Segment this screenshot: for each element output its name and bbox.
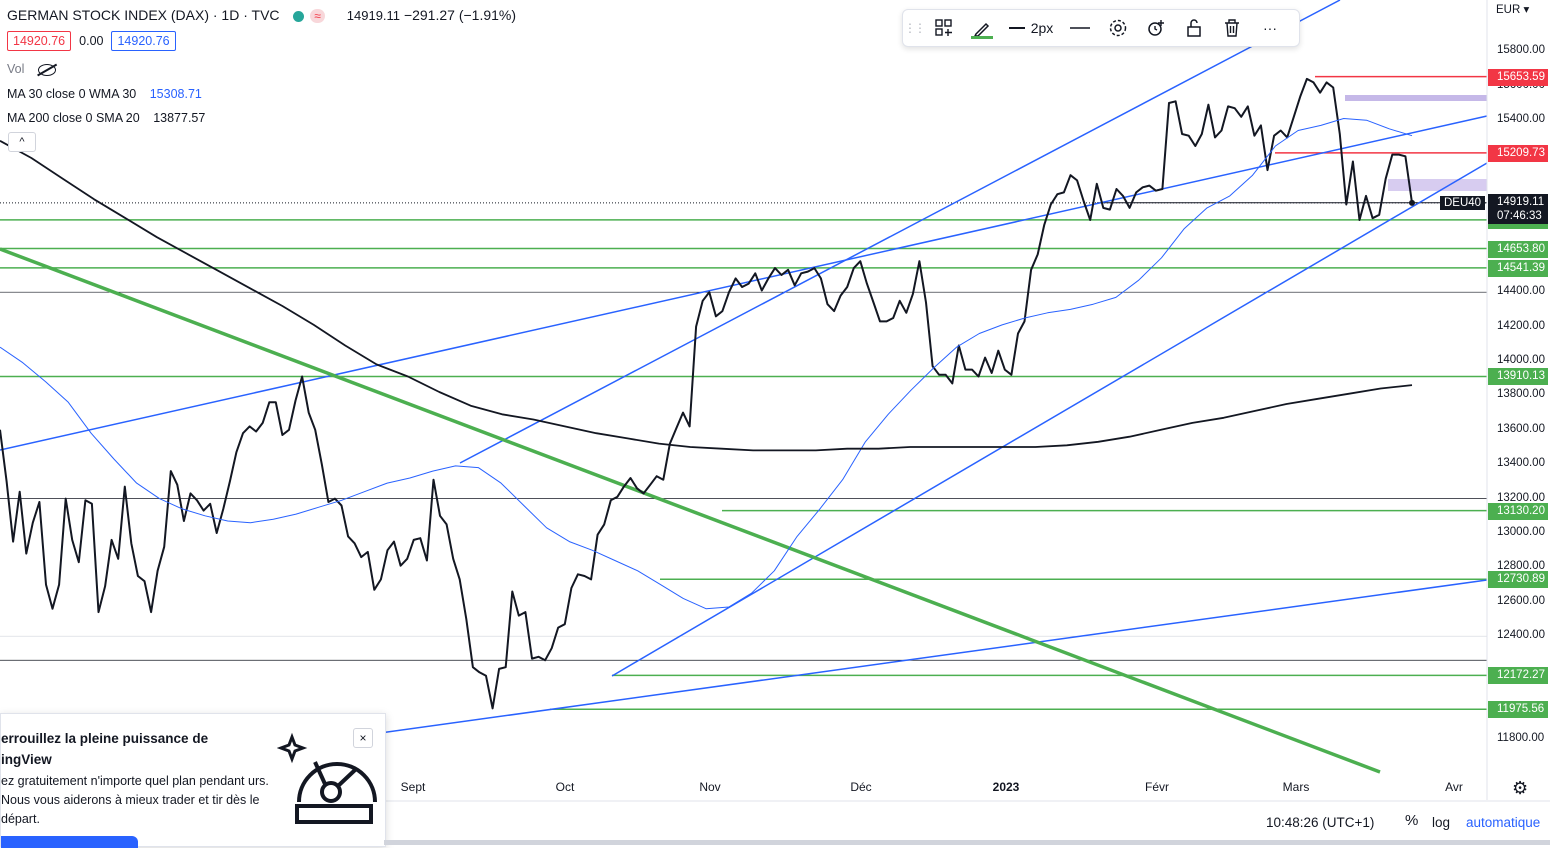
volume-legend[interactable]: Vol [7, 62, 56, 76]
promo-cta-button[interactable] [1, 836, 138, 848]
line-style-icon[interactable] [1061, 10, 1099, 46]
series-lines [0, 77, 1415, 710]
trendline-upper-channel[interactable] [0, 115, 1488, 451]
percent-toggle[interactable]: % [1405, 812, 1419, 829]
legend-title-row: GERMAN STOCK INDEX (DAX) · 1D · TVC ≈ 14… [7, 7, 517, 24]
ma30-value: 15308.71 [149, 87, 202, 101]
chevron-down-icon: ▾ [1523, 4, 1530, 16]
grid-lines [0, 202, 1487, 661]
sell-button[interactable]: 14920.76 [7, 31, 72, 51]
ma30-legend[interactable]: MA 30 close 0 WMA 30 15308.71 [7, 87, 202, 101]
ma30-line[interactable] [0, 118, 1413, 610]
promo-title: errouillez la pleine puissance de ingVie… [1, 731, 209, 767]
time-tick: Mars [1282, 780, 1310, 794]
time-tick: Nov [699, 780, 721, 794]
color-swatch [971, 36, 993, 39]
promo-popup: errouillez la pleine puissance de ingVie… [0, 713, 386, 848]
line-color-icon[interactable] [963, 10, 1001, 46]
time-tick: Avr [1445, 780, 1463, 794]
price-tick: 14200.00 [1497, 319, 1545, 332]
price-tick: 13600.00 [1497, 422, 1545, 435]
countdown-value: 07:46:33 [1497, 210, 1542, 222]
settings-gear-icon[interactable] [1099, 10, 1137, 46]
line-width-icon [1008, 27, 1025, 29]
price-level-label: 15653.59 [1488, 68, 1548, 86]
trendline-steep[interactable] [459, 0, 1341, 464]
zone-rect-lower[interactable] [1388, 179, 1487, 191]
currency-label: EUR [1496, 4, 1521, 16]
price-tick: 15800.00 [1497, 44, 1545, 57]
time-tick: Déc [850, 780, 872, 794]
more-options-icon[interactable]: ··· [1263, 20, 1277, 36]
price-level-label: 13910.13 [1488, 368, 1548, 386]
price-tick: 12800.00 [1497, 560, 1545, 573]
ma200-label: MA 200 close 0 SMA 20 [7, 111, 140, 125]
add-alert-icon[interactable] [1137, 10, 1175, 46]
price-tick: 14400.00 [1497, 285, 1545, 298]
promo-body: ez gratuitement n'importe quel plan pend… [1, 774, 269, 826]
price-level-label: 12730.89 [1488, 571, 1548, 589]
price-tick: 13200.00 [1497, 491, 1545, 504]
price-tick: 12400.00 [1497, 629, 1545, 642]
zone-rect-upper[interactable] [1345, 95, 1487, 101]
unlock-icon[interactable] [1175, 10, 1213, 46]
bid-ask-row: 14920.76 0.00 14920.76 [7, 31, 176, 51]
time-tick: Sept [400, 780, 426, 794]
time-tick: Févr [1145, 780, 1169, 794]
log-toggle[interactable]: log [1432, 815, 1451, 830]
wave-icon: ≈ [310, 9, 325, 24]
last-price-label: 14919.11 07:46:33 [1488, 194, 1548, 224]
price-level-label: 14541.39 [1488, 259, 1548, 277]
price-level-label: 11975.56 [1488, 701, 1548, 719]
currency-selector[interactable]: EUR ▾ [1496, 2, 1529, 16]
drawing-lines [0, 0, 1488, 774]
trendline-support[interactable] [611, 162, 1488, 677]
ma200-line[interactable] [0, 140, 1413, 452]
auto-scale-toggle[interactable]: automatique [1466, 815, 1541, 830]
price-tick: 11800.00 [1497, 732, 1545, 745]
price-level-label: 14653.80 [1488, 240, 1548, 258]
market-open-icon [293, 10, 305, 22]
line-width-selector[interactable]: 2px [1001, 10, 1061, 46]
symbol-tag: DEU40 [1440, 196, 1486, 210]
collapse-legend-button[interactable]: ^ [8, 132, 36, 152]
drawing-toolbar: ⋮⋮ 2px ··· [902, 9, 1300, 47]
price-tick: 13000.00 [1497, 526, 1545, 538]
line-width-label: 2px [1030, 20, 1054, 36]
ma30-label: MA 30 close 0 WMA 30 [7, 87, 137, 101]
bottom-divider [384, 840, 1550, 845]
price-tick: 13400.00 [1497, 457, 1545, 470]
ma200-legend[interactable]: MA 200 close 0 SMA 20 13877.57 [7, 111, 205, 125]
price-tick: 15400.00 [1497, 113, 1545, 126]
hidden-eye-icon[interactable] [37, 63, 56, 76]
change-value: −291.27 (−1.91%) [403, 7, 517, 23]
templates-icon[interactable] [925, 10, 963, 46]
close-promo-button[interactable]: × [353, 728, 373, 748]
time-tick: 2023 [992, 780, 1020, 794]
price-level-label: 15209.73 [1488, 144, 1548, 162]
price-level-label: 12172.27 [1488, 667, 1548, 685]
spread-value: 0.00 [79, 34, 104, 48]
symbol-title[interactable]: GERMAN STOCK INDEX (DAX) · 1D · TVC [7, 7, 280, 23]
last-point-marker [1409, 199, 1415, 206]
last-price-value: 14919.11 [1497, 196, 1545, 208]
buy-button[interactable]: 14920.76 [111, 31, 176, 51]
drag-handle-icon[interactable]: ⋮⋮ [904, 21, 926, 35]
ma200-value: 13877.57 [153, 111, 206, 125]
speedometer-icon [277, 732, 377, 824]
price-tick: 14000.00 [1497, 354, 1545, 366]
trendline-long[interactable] [379, 579, 1488, 734]
chart-settings-gear-icon[interactable]: ⚙ [1512, 778, 1529, 798]
time-tick: Oct [555, 780, 575, 794]
volume-label: Vol [7, 62, 25, 76]
trash-icon[interactable] [1213, 10, 1251, 46]
price-tick: 13800.00 [1497, 388, 1545, 401]
price-level-label: 13130.20 [1488, 502, 1548, 520]
price-tick: 12600.00 [1497, 594, 1545, 607]
price-line[interactable] [0, 77, 1413, 710]
last-value: 14919.11 [346, 8, 401, 23]
trendline-downtrend[interactable] [0, 247, 1381, 774]
clock-timezone[interactable]: 10:48:26 (UTC+1) [1266, 815, 1375, 830]
